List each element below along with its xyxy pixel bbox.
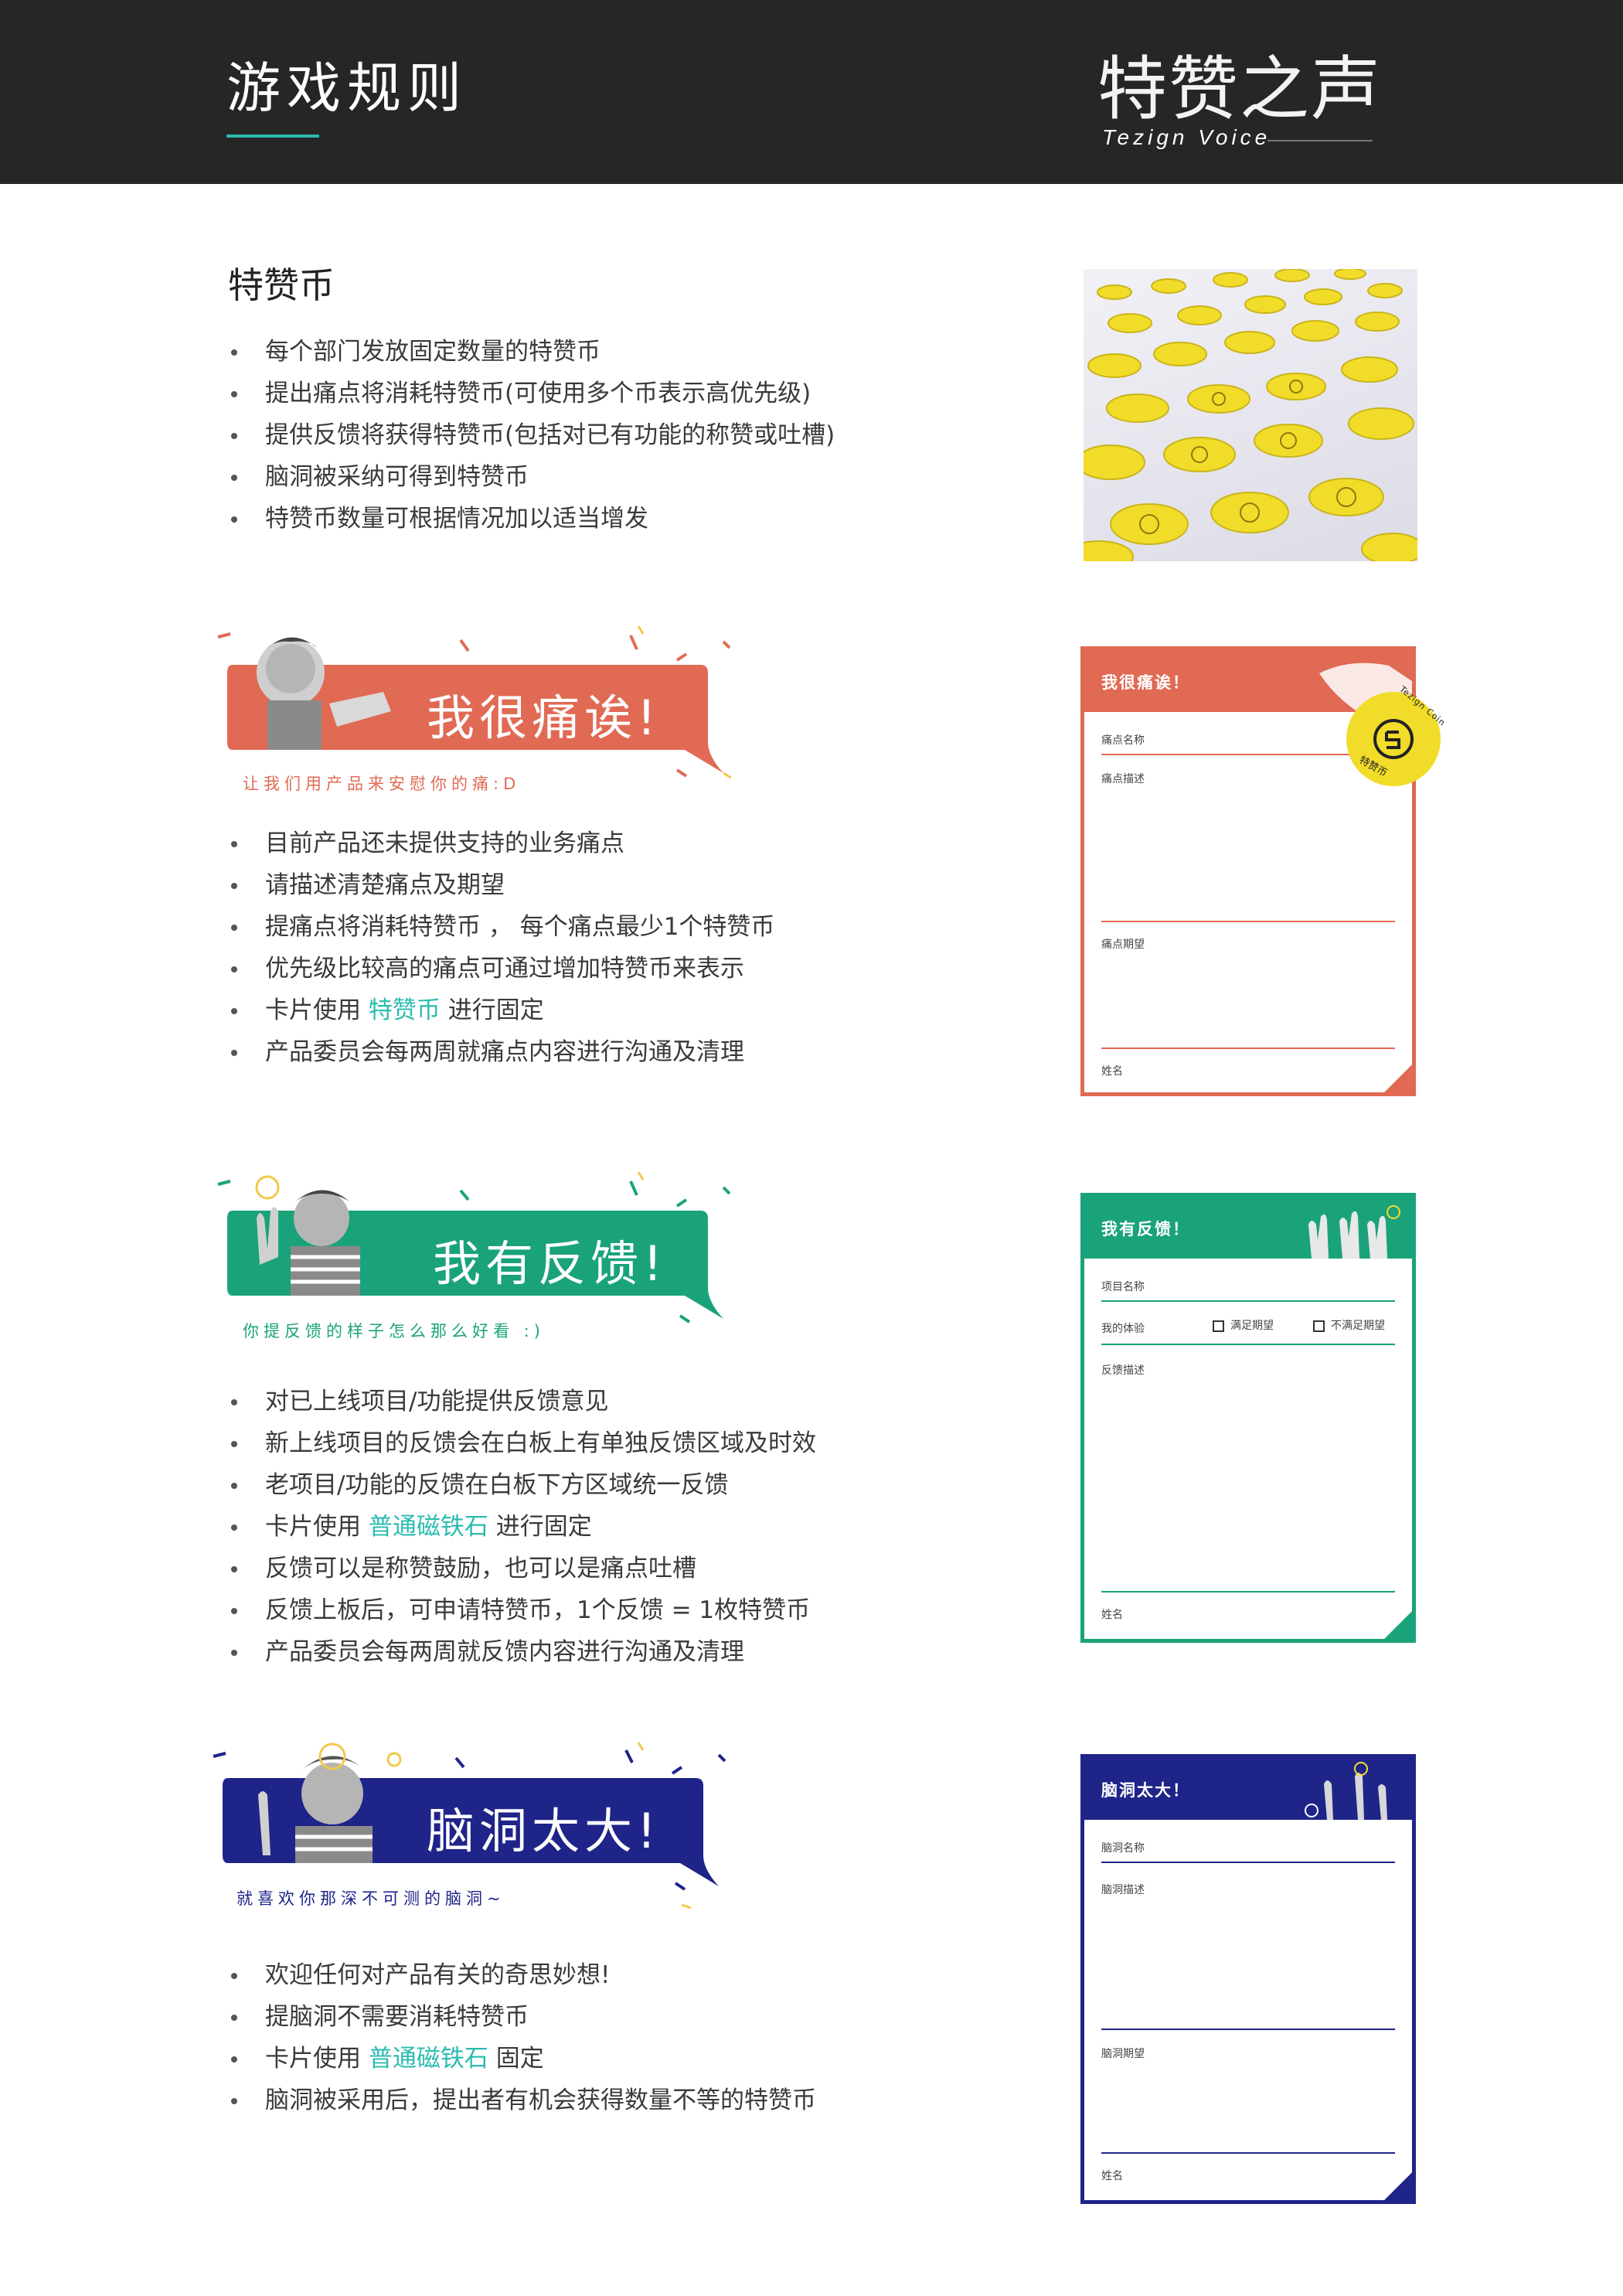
field-label-description: 反馈描述 — [1101, 1364, 1145, 1377]
checkbox-box[interactable] — [1313, 1320, 1325, 1332]
list-item-text: 卡片使用 — [265, 1513, 369, 1541]
field-line — [1101, 2029, 1395, 2030]
pain-banner: 我很痛诶! 让我们用产品来安慰你的痛:D — [213, 626, 739, 804]
field-line — [1101, 1591, 1395, 1593]
list-item-text: 卡片使用 — [265, 996, 369, 1024]
checkbox-meets-expectation[interactable]: 满足期望 — [1213, 1317, 1274, 1333]
list-item: 反馈可以是称赞鼓励，也可以是痛点吐槽 — [228, 1548, 816, 1589]
list-item-text: 卡片使用 — [265, 2045, 369, 2073]
field-label-experience: 我的体验 — [1101, 1323, 1145, 1335]
card-header: 脑洞太大！ — [1084, 1758, 1412, 1820]
hands-up-icon — [1305, 1762, 1387, 1820]
list-item: 老项目/功能的反馈在白板下方区域统一反馈 — [228, 1464, 816, 1506]
coin-badge: Tezign Coin 特赞币 — [1346, 684, 1448, 786]
checkbox-label: 满足期望 — [1230, 1320, 1274, 1332]
field-label-signature: 姓名 — [1101, 2170, 1123, 2182]
list-item: 产品委员会每两周就反馈内容进行沟通及清理 — [228, 1631, 816, 1673]
field-label-name: 痛点名称 — [1101, 734, 1145, 747]
highlight-text: 特赞币 — [368, 996, 441, 1024]
checkbox-box[interactable] — [1213, 1320, 1224, 1332]
idea-banner: 脑洞太大! 就喜欢你那深不可测的脑洞~ — [209, 1739, 734, 1917]
list-item: 脑洞被采纳可得到特赞币 — [228, 456, 835, 498]
page-title: 游戏规则 — [226, 56, 468, 120]
field-line — [1101, 1048, 1395, 1049]
feedback-list: 对已上线项目/功能提供反馈意见 新上线项目的反馈会在白板上有单独反馈区域及时效 … — [228, 1381, 816, 1673]
list-item: 卡片使用 普通磁铁石 固定 — [228, 2038, 816, 2080]
idea-banner-graphic — [213, 1742, 726, 1909]
idea-banner-title: 脑洞太大! — [427, 1803, 661, 1859]
list-item-text: 进行固定 — [440, 996, 544, 1024]
raised-hands-icon — [1308, 1205, 1400, 1259]
title-underline — [226, 135, 319, 138]
list-item: 请描述清楚痛点及期望 — [228, 864, 774, 906]
list-item: 产品委员会每两周就痛点内容进行沟通及清理 — [228, 1031, 774, 1073]
logo-text: 特赞之声 — [1097, 49, 1382, 130]
idea-card: 脑洞太大！ 脑洞名称 脑洞描述 脑洞期望 姓名 — [1080, 1754, 1416, 2204]
section-heading-coins: 特赞币 — [228, 264, 335, 306]
feedback-banner-graphic — [217, 1172, 731, 1323]
list-item-text: 固定 — [488, 2045, 544, 2073]
pain-banner-graphic — [217, 626, 732, 779]
field-label-expectation: 脑洞期望 — [1101, 2048, 1145, 2060]
corner-fold-icon — [1384, 1065, 1412, 1092]
field-label-description: 痛点描述 — [1101, 773, 1145, 785]
list-item: 提供反馈将获得特赞币(包括对已有功能的称赞或吐槽) — [228, 414, 835, 456]
card-title: 我有反馈！ — [1101, 1220, 1190, 1238]
highlight-text: 普通磁铁石 — [368, 1513, 488, 1541]
feedback-card: 我有反馈！ 项目名称 我的体验 满足期望 不满足期望 反馈描述 姓名 — [1080, 1193, 1416, 1643]
field-label-project: 项目名称 — [1101, 1281, 1145, 1293]
list-item: 提痛点将消耗特赞币 ， 每个痛点最少1个特赞币 — [228, 906, 774, 948]
pain-banner-title: 我很痛诶! — [427, 690, 661, 746]
card-title: 脑洞太大！ — [1101, 1781, 1190, 1800]
field-line — [1101, 1862, 1395, 1863]
field-line — [1101, 1344, 1395, 1345]
pain-banner-subtitle: 让我们用产品来安慰你的痛:D — [243, 775, 521, 793]
coins-list: 每个部门发放固定数量的特赞币 提出痛点将消耗特赞币(可使用多个币表示高优先级) … — [228, 331, 835, 540]
field-line — [1101, 921, 1395, 922]
field-label-description: 脑洞描述 — [1101, 1884, 1145, 1896]
field-line — [1101, 2152, 1395, 2154]
list-item: 优先级比较高的痛点可通过增加特赞币来表示 — [228, 948, 774, 990]
list-item: 欢迎任何对产品有关的奇思妙想! — [228, 1954, 816, 1996]
field-label-expectation: 痛点期望 — [1101, 938, 1145, 951]
list-item: 脑洞被采用后，提出者有机会获得数量不等的特赞币 — [228, 2080, 816, 2121]
list-item-text: 进行固定 — [488, 1513, 592, 1541]
list-item: 反馈上板后，可申请特赞币，1个反馈 = 1枚特赞币 — [228, 1589, 816, 1631]
list-item: 每个部门发放固定数量的特赞币 — [228, 331, 835, 373]
coin-logo-icon — [1373, 719, 1414, 759]
coins-photo — [1084, 269, 1417, 561]
pain-list: 目前产品还未提供支持的业务痛点 请描述清楚痛点及期望 提痛点将消耗特赞币 ， 每… — [228, 823, 774, 1073]
idea-banner-subtitle: 就喜欢你那深不可测的脑洞~ — [236, 1889, 505, 1908]
field-label-name: 脑洞名称 — [1101, 1842, 1145, 1855]
feedback-banner: 我有反馈! 你提反馈的样子怎么那么好看 :) — [213, 1172, 739, 1350]
list-item: 新上线项目的反馈会在白板上有单独反馈区域及时效 — [228, 1422, 816, 1464]
card-title: 我很痛诶！ — [1101, 673, 1190, 692]
list-item: 对已上线项目/功能提供反馈意见 — [228, 1381, 816, 1422]
checkbox-not-meets-expectation[interactable]: 不满足期望 — [1313, 1317, 1385, 1333]
feedback-banner-subtitle: 你提反馈的样子怎么那么好看 :) — [243, 1322, 545, 1340]
list-item: 卡片使用 特赞币 进行固定 — [228, 990, 774, 1031]
logo-divider — [1267, 140, 1373, 141]
coins-illustration — [1084, 269, 1417, 561]
list-item: 卡片使用 普通磁铁石 进行固定 — [228, 1506, 816, 1548]
corner-fold-icon — [1384, 2172, 1412, 2200]
highlight-text: 普通磁铁石 — [368, 2045, 488, 2073]
list-item: 提脑洞不需要消耗特赞币 — [228, 1996, 816, 2038]
field-label-signature: 姓名 — [1101, 1065, 1123, 1078]
feedback-banner-title: 我有反馈! — [433, 1235, 667, 1292]
field-label-signature: 姓名 — [1101, 1609, 1123, 1621]
logo-subtitle: Tezign Voice — [1102, 125, 1271, 149]
idea-list: 欢迎任何对产品有关的奇思妙想! 提脑洞不需要消耗特赞币 卡片使用 普通磁铁石 固… — [228, 1954, 816, 2121]
field-line — [1101, 1300, 1395, 1302]
card-header: 我有反馈！ — [1084, 1197, 1412, 1259]
list-item: 提出痛点将消耗特赞币(可使用多个币表示高优先级) — [228, 373, 835, 414]
corner-fold-icon — [1384, 1611, 1412, 1639]
header-bar: 游戏规则 特赞之声 Tezign Voice — [0, 0, 1623, 184]
field-line — [1101, 754, 1395, 755]
checkbox-label: 不满足期望 — [1331, 1320, 1385, 1332]
list-item: 特赞币数量可根据情况加以适当增发 — [228, 498, 835, 540]
list-item: 目前产品还未提供支持的业务痛点 — [228, 823, 774, 864]
